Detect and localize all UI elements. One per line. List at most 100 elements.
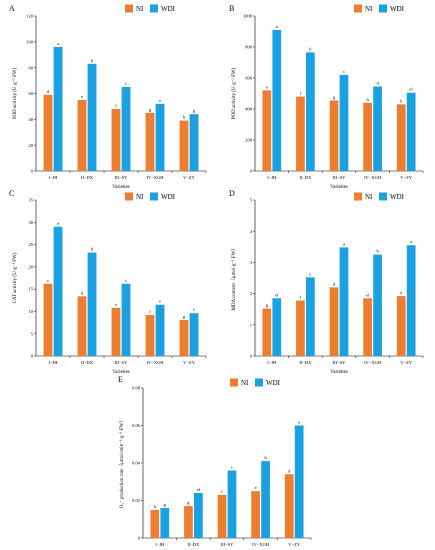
bar-wdi: [406, 92, 416, 171]
bar-wdi: [306, 277, 315, 356]
y-tick-label: 20: [29, 143, 34, 148]
bar-ni: [111, 307, 121, 356]
y-axis-title: CAT activity (U·g⁻¹ FW): [12, 252, 18, 303]
y-tick-label: 0.06: [132, 423, 141, 428]
x-tick-label: IV−XGH: [146, 360, 164, 365]
y-tick-label: 15: [29, 287, 34, 292]
bar-wdi: [87, 63, 97, 171]
y-tick-label: 5: [31, 331, 34, 336]
bar-ni: [145, 112, 155, 171]
bar-wdi: [53, 226, 63, 356]
y-tick-label: 10: [29, 309, 34, 314]
legend-label-wdi: WDI: [266, 379, 281, 387]
chart-panel-e: E NI WDI 0 0.02 0.04 0.06 0.08 O₂⁻ production ra…: [118, 375, 312, 547]
significance-letter: g: [183, 314, 186, 319]
significance-letter: ef: [197, 487, 201, 492]
legend-swatch-wdi: [150, 4, 158, 13]
significance-letter: c: [125, 81, 127, 86]
significance-letter: f: [300, 91, 302, 96]
significance-letter: f: [221, 489, 223, 494]
legend: NI WDI: [354, 4, 405, 13]
x-tick-label: III−SY: [115, 175, 129, 180]
x-tick-label: IV−XGH: [364, 175, 382, 180]
significance-letter: a: [343, 241, 345, 246]
bar-wdi: [272, 298, 282, 356]
x-tick-label: V−ZY: [288, 542, 301, 547]
x-tick-label: I−JH: [267, 360, 277, 365]
y-tick-label: 400: [245, 107, 253, 112]
x-tick-label: III−SY: [221, 542, 235, 547]
y-tick-label: 800: [245, 45, 253, 50]
significance-letter: d: [47, 89, 50, 94]
significance-letter: h: [183, 115, 186, 120]
chart-panel-b: B NI WDI 0 200 400 600 800 1000 POD activity (U·g…: [229, 4, 424, 190]
bar-wdi: [155, 304, 165, 356]
bar-ni: [77, 296, 87, 356]
legend-swatch-ni: [230, 378, 238, 387]
legend-label-wdi: WDI: [161, 5, 176, 13]
legend-label-wdi: WDI: [390, 193, 405, 201]
legend-swatch-ni: [125, 192, 133, 201]
bar-ni: [363, 298, 372, 356]
bar-ni: [262, 308, 272, 356]
bar-wdi: [189, 313, 199, 356]
bar-wdi: [306, 52, 315, 171]
bar-ni: [111, 109, 121, 171]
chart-panel-c: C NI WDI 0 5 10 15 20 25 30 35 CAT activity (U·g⁻¹ …: [9, 189, 207, 375]
significance-letter: f: [115, 103, 117, 108]
x-tick-label: II−DX: [81, 175, 94, 180]
bar-wdi: [373, 254, 382, 356]
x-tick-label: V−ZY: [183, 360, 196, 365]
bar-ni: [179, 120, 189, 171]
significance-letter: d: [376, 81, 379, 86]
y-tick-label: 35: [29, 198, 34, 203]
bar-ni: [329, 100, 339, 171]
bar-wdi: [339, 247, 349, 356]
significance-letter: e: [266, 84, 268, 89]
significance-letter: c: [343, 69, 345, 74]
significance-letter: g: [149, 107, 152, 112]
y-tick-label: 5: [250, 198, 253, 203]
legend-label-wdi: WDI: [161, 193, 176, 201]
x-tick-label: V−ZY: [400, 175, 413, 180]
x-tick-label: III−SY: [333, 360, 347, 365]
x-tick-label: V−ZY: [183, 175, 196, 180]
significance-letter: h: [154, 504, 157, 509]
bar-wdi: [294, 425, 304, 538]
y-tick-label: 200: [245, 138, 253, 143]
bar-wdi: [339, 74, 349, 171]
significance-letter: f: [300, 294, 302, 299]
x-tick-label: IV−XGH: [364, 360, 382, 365]
significance-letter: ef: [409, 87, 413, 92]
significance-letter: b: [309, 46, 312, 51]
y-tick-label: 25: [29, 242, 34, 247]
bar-ni: [296, 300, 305, 356]
bar-wdi: [189, 114, 199, 171]
x-axis-title: Varieties: [330, 185, 348, 190]
significance-letter: e: [159, 299, 161, 304]
y-tick-label: 1: [250, 322, 252, 327]
x-tick-label: II−DX: [299, 175, 312, 180]
bar-wdi: [121, 87, 131, 171]
y-tick-label: 20: [29, 264, 34, 269]
bar-ni: [150, 509, 160, 538]
bar-wdi: [406, 245, 416, 356]
x-axis-title: Varieties: [330, 370, 348, 375]
significance-letter: ef: [366, 292, 370, 297]
legend: NI WDI: [125, 192, 176, 201]
bar-ni: [363, 102, 372, 171]
bar-ni: [179, 319, 189, 356]
bar-wdi: [227, 470, 237, 538]
x-axis-title: Varieties: [112, 370, 130, 375]
legend: NI WDI: [125, 4, 176, 13]
significance-letter: a: [276, 24, 278, 29]
bar-ni: [43, 283, 53, 356]
significance-letter: g: [333, 94, 336, 99]
legend-swatch-ni: [354, 192, 362, 201]
bar-wdi: [272, 29, 282, 172]
significance-letter: g: [164, 502, 167, 507]
significance-letter: c: [47, 278, 49, 283]
significance-letter: ef: [275, 292, 279, 297]
y-tick-label: 60: [29, 91, 34, 96]
